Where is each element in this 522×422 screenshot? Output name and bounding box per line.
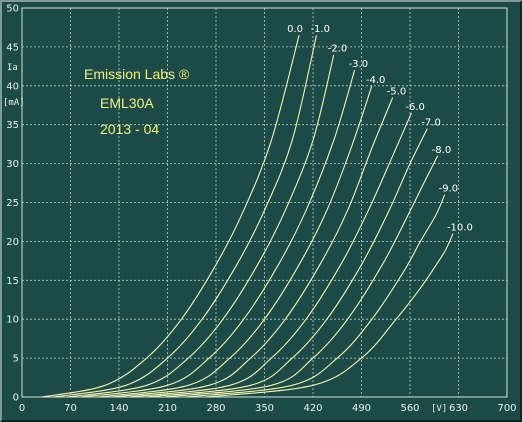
x-tick-label: 630 [449, 403, 468, 414]
y-tick-label: 0 [13, 393, 19, 404]
curve-grid-neg5_0 [112, 97, 394, 398]
x-tick-label: 700 [497, 403, 516, 414]
curve-label: -8.0 [432, 145, 452, 156]
y-tick-label: 35 [6, 120, 19, 131]
curve-labels: 0.0 -1.0 -2.0-3.0 -4.0-5.0 -6.0 -7.0 -8.0 -9.0 -… [287, 24, 473, 233]
date-annotation: 2013 - 04 [100, 121, 159, 137]
curve-grid-neg1_0 [53, 35, 318, 398]
x-tick-label: 420 [303, 403, 322, 414]
x-tick-label: 140 [109, 403, 128, 414]
y-tick-label: 30 [6, 159, 19, 170]
curve-label: -10.0 [447, 223, 473, 234]
axes: 0 70 140 210 280 350 420 490 560 630 700 0 5 10 15 20 25… [6, 4, 516, 415]
curve-grid-0_0 [41, 35, 300, 398]
model-annotation: EML30A [100, 95, 154, 111]
curve-grid-neg9_0 [184, 194, 446, 398]
y-tick-label: 20 [6, 237, 19, 248]
curves [41, 35, 454, 398]
y-tick-label: 40 [6, 81, 19, 92]
y-tick-label: 5 [13, 354, 19, 365]
curve-label: -2.0 [328, 44, 348, 55]
curve-grid-neg2_0 [66, 54, 335, 398]
y-tick-label: 25 [6, 198, 19, 209]
y-tick-label: 15 [6, 276, 19, 287]
y-axis-unit: [mA] [3, 98, 25, 108]
x-axis-unit: [V] [431, 404, 447, 414]
curve-grid-neg6_0 [129, 112, 412, 398]
plot-border [21, 7, 508, 398]
x-tick-label: 490 [352, 403, 371, 414]
curve-grid-neg7_0 [146, 128, 428, 398]
curve-label: -3.0 [349, 59, 369, 70]
curve-label: -7.0 [421, 118, 441, 129]
y-tick-label: 10 [6, 315, 19, 326]
grid [22, 8, 507, 397]
curve-label: -9.0 [439, 184, 459, 195]
y-tick-label: 50 [6, 4, 19, 15]
curve-grid-neg3_0 [80, 70, 356, 398]
x-tick-label: 560 [400, 403, 419, 414]
manufacturer-annotation: Emission Labs ® [84, 66, 190, 82]
x-tick-label: 280 [206, 403, 225, 414]
x-tick-label: 350 [255, 403, 274, 414]
x-tick-label: 210 [158, 403, 177, 414]
y-axis-name: Ia [7, 63, 18, 73]
curve-label: 0.0 [287, 24, 303, 35]
curve-label: -4.0 [366, 75, 386, 86]
y-tick-label: 45 [6, 42, 19, 53]
curve-grid-neg4_0 [98, 85, 373, 398]
x-tick-label: 70 [64, 403, 77, 414]
x-tick-label: 0 [19, 403, 25, 414]
curve-label: -5.0 [387, 86, 407, 97]
curve-grid-neg8_0 [163, 155, 439, 398]
curve-label: -1.0 [310, 24, 330, 35]
curve-label: -6.0 [405, 102, 425, 113]
curve-grid-neg10_0 [205, 233, 454, 398]
